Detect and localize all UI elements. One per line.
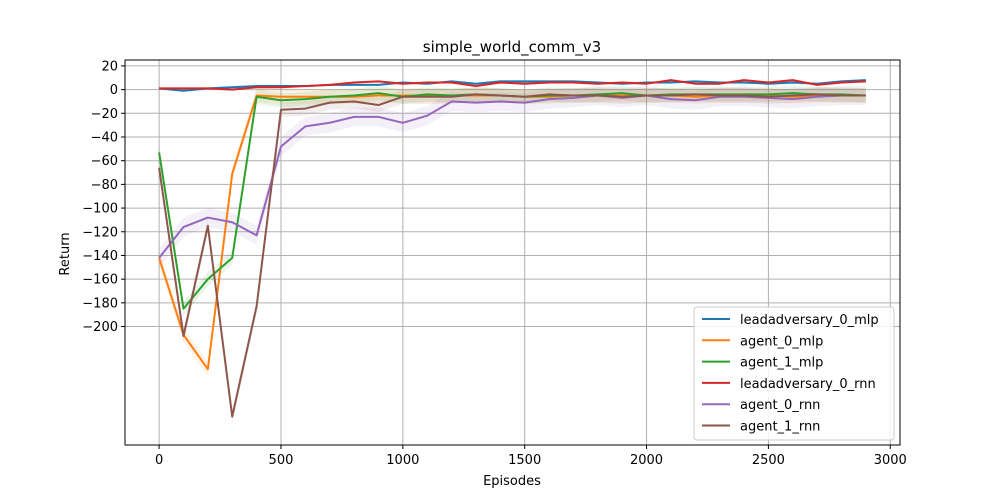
legend-label: agent_1_rnn xyxy=(740,420,820,435)
plot-area-frame xyxy=(124,59,901,446)
y-tick-label: −80 xyxy=(91,178,118,193)
chart-title: simple_world_comm_v3 xyxy=(423,38,601,57)
x-axis-title: Episodes xyxy=(483,474,541,489)
y-tick-label: −140 xyxy=(82,249,118,264)
x-axis: 0 500 1000 1500 2000 2500 3000 xyxy=(155,445,907,468)
legend-box xyxy=(693,306,895,441)
legend-label: agent_0_mlp xyxy=(740,334,823,349)
y-tick-label: −120 xyxy=(82,225,118,240)
y-tick-label: −40 xyxy=(91,131,118,146)
legend-label: leadadversary_0_mlp xyxy=(740,313,879,328)
y-tick-label: −20 xyxy=(91,107,118,122)
series-line-leadadversary-0-mlp xyxy=(159,79,866,92)
y-tick-label: −200 xyxy=(82,320,118,335)
legend: leadadversary_0_mlp agent_0_mlp agent_1_ml… xyxy=(693,306,895,441)
x-tick-label: 1500 xyxy=(508,453,541,468)
series-line-agent-0-rnn xyxy=(158,94,866,259)
series-line-leadadversary-0-rnn xyxy=(159,79,866,91)
series-lines xyxy=(158,79,866,418)
y-tick-label: 0 xyxy=(110,83,118,98)
x-tick-label: 2500 xyxy=(752,453,785,468)
y-axis: 20 0 −20 −40 −60 −80 −100 −120 −140 −160 −180 −200 xyxy=(82,59,125,335)
band-agent-0-rnn xyxy=(159,86,866,268)
x-tick-label: 3000 xyxy=(874,453,907,468)
y-tick-label: −180 xyxy=(82,296,118,311)
x-tick-label: 500 xyxy=(269,453,294,468)
y-tick-label: −100 xyxy=(82,202,118,217)
x-tick-label: 0 xyxy=(155,453,163,468)
y-tick-label: −60 xyxy=(91,154,118,169)
legend-label: leadadversary_0_rnn xyxy=(740,377,876,392)
x-tick-label: 2000 xyxy=(630,453,663,468)
legend-label: agent_1_mlp xyxy=(740,356,823,371)
y-tick-label: 20 xyxy=(101,59,118,74)
y-axis-title: Return xyxy=(58,232,73,275)
series-line-agent-1-rnn xyxy=(158,93,866,418)
x-tick-label: 1000 xyxy=(386,453,419,468)
y-tick-label: −160 xyxy=(82,273,118,288)
legend-label: agent_0_rnn xyxy=(740,398,820,413)
